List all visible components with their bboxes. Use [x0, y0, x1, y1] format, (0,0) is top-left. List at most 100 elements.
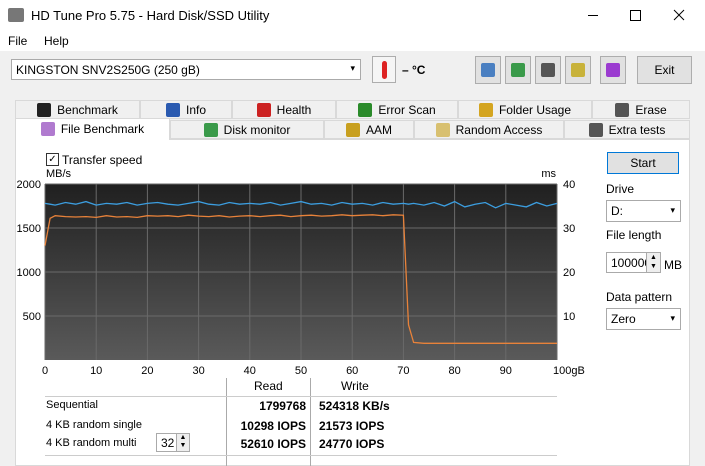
window-title: HD Tune Pro 5.75 - Hard Disk/SSD Utility: [31, 8, 270, 23]
tab-icon: [165, 102, 180, 117]
tab-label: Error Scan: [378, 102, 436, 117]
temp-icon: [372, 56, 396, 83]
tab[interactable]: Folder Usage: [458, 100, 592, 119]
drive-label: Drive: [606, 182, 635, 196]
write-value: 21573 IOPS: [319, 419, 385, 433]
tab[interactable]: Disk monitor: [170, 120, 324, 139]
y-tick-label: 500: [23, 311, 41, 323]
read-value: 1799768: [259, 399, 306, 413]
column-header: Read: [254, 379, 283, 393]
y-tick-label: 1000: [17, 267, 41, 279]
x-tick-label: 50: [295, 365, 307, 377]
tab-icon: [615, 102, 630, 117]
separator: [226, 378, 227, 466]
read-value: 52610 IOPS: [240, 437, 306, 451]
separator: [310, 378, 311, 466]
tab-label: Extra tests: [608, 122, 666, 137]
tab[interactable]: Benchmark: [15, 100, 140, 119]
tab-icon: [588, 122, 603, 137]
separator: [45, 396, 557, 397]
file-length-label: File length: [606, 228, 662, 242]
menu-item[interactable]: File: [8, 34, 28, 48]
file-length-input[interactable]: 100000 ▲ ▼: [606, 252, 661, 273]
tab[interactable]: Random Access: [414, 120, 564, 139]
tab-label: Benchmark: [57, 102, 118, 117]
tab-icon: [358, 102, 373, 117]
tab[interactable]: Extra tests: [564, 120, 690, 139]
window-controls[interactable]: [570, 0, 705, 31]
tab[interactable]: Health: [232, 100, 336, 119]
tab[interactable]: Erase: [592, 100, 690, 119]
tab-icon: [256, 102, 271, 117]
tab[interactable]: AAM: [324, 120, 414, 139]
pattern: Zero: [611, 312, 636, 326]
row-label: 4 KB random multi: [46, 437, 137, 449]
chart: MB/s ms 0 10 20 30 40 50 60 70 80 90 100gB 500 1000 1…: [17, 168, 585, 377]
toolbar-button[interactable]: [535, 56, 561, 84]
start-button[interactable]: Start: [607, 152, 679, 174]
tab[interactable]: Info: [140, 100, 232, 119]
queue-depth-value: 32: [161, 435, 175, 450]
menu-item[interactable]: Help: [44, 34, 69, 48]
checkbox-label: Transfer speed: [62, 153, 143, 167]
series-line: [44, 200, 558, 209]
y2-tick-label: 40: [563, 179, 575, 191]
row-label: Sequential: [46, 399, 98, 411]
drive-name: KINGSTON SNV2S250G (250 gB): [16, 62, 200, 77]
tab-icon: [478, 102, 493, 117]
tab-active[interactable]: File Benchmark: [15, 117, 170, 140]
tab-label: File Benchmark: [60, 122, 145, 136]
tab-label: Random Access: [455, 122, 543, 137]
y-axis-label: MB/s: [46, 168, 72, 180]
tab-label: Erase: [635, 102, 667, 117]
drive-letter-select[interactable]: D: ▾: [606, 200, 681, 222]
exit-button[interactable]: Exit: [637, 56, 692, 84]
x-tick-label: 70: [397, 365, 409, 377]
file-length-unit: MB: [664, 258, 682, 272]
x-tick-label: 0: [42, 365, 48, 377]
x-tick-label: 30: [192, 365, 204, 377]
y2-tick-label: 10: [563, 311, 575, 323]
tab-label: AAM: [365, 122, 392, 137]
toolbar-button[interactable]: [475, 56, 501, 84]
toolbar-button[interactable]: [565, 56, 591, 84]
column-header: Write: [341, 379, 369, 393]
toolbar-button[interactable]: [505, 56, 531, 84]
drive-letter: D:: [611, 204, 623, 218]
pattern-label: Data pattern: [606, 290, 673, 304]
tab-icon: [345, 122, 360, 137]
temperature: – °C: [402, 63, 426, 77]
tab-label: Info: [185, 102, 206, 117]
y2-axis-label: ms: [541, 168, 556, 180]
file-length: 100000: [611, 255, 652, 270]
toolbar-button[interactable]: [600, 56, 626, 84]
menu-bar: File Help: [0, 31, 705, 51]
tab-icon: [203, 122, 218, 137]
y2-tick-label: 30: [563, 223, 575, 235]
queue-depth[interactable]: 32 ▲ ▼: [156, 433, 190, 452]
tab[interactable]: Error Scan: [336, 100, 458, 119]
read-value: 10298 IOPS: [240, 419, 306, 433]
app-icon: [8, 8, 24, 22]
y-tick-label: 1500: [17, 223, 41, 235]
write-value: 24770 IOPS: [319, 437, 385, 451]
write-value: 524318 KB/s: [319, 399, 390, 413]
x-tick-label: 90: [500, 365, 512, 377]
series-line: [44, 214, 557, 344]
drive-select[interactable]: KINGSTON SNV2S250G (250 gB) ▾: [11, 59, 361, 80]
x-tick-label: 100gB: [553, 365, 585, 377]
separator: [45, 455, 557, 456]
y-tick-label: 2000: [17, 179, 41, 191]
x-tick-label: 80: [448, 365, 460, 377]
y2-tick-label: 20: [563, 267, 575, 279]
tab-icon: [37, 102, 52, 117]
pattern-select[interactable]: Zero ▾: [606, 308, 681, 330]
x-tick-label: 40: [244, 365, 256, 377]
tab-label: Folder Usage: [498, 102, 572, 117]
row-label: 4 KB random single: [46, 419, 142, 431]
tab-label: Health: [276, 102, 312, 117]
x-tick-label: 60: [346, 365, 358, 377]
tab-icon: [435, 122, 450, 137]
checkbox[interactable]: ✓: [46, 153, 59, 166]
